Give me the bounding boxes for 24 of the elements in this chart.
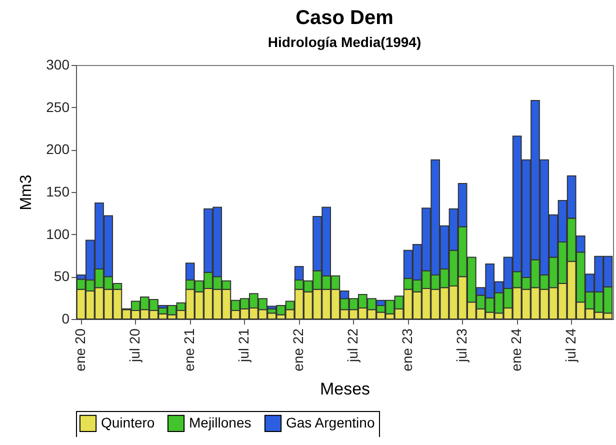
x-axis-title: Meses (320, 379, 370, 398)
y-tick-label: 100 (46, 226, 70, 242)
x-tick-label: jul 20 (126, 328, 143, 363)
y-tick-label: 200 (46, 141, 70, 158)
x-tick-label: ene 21 (181, 328, 198, 372)
y-tick-label: 50 (54, 268, 70, 284)
legend-label: Mejillones (189, 414, 252, 430)
y-tick-label: 250 (46, 98, 70, 115)
chart-title: Caso Dem (296, 7, 394, 29)
x-tick-label: jul 23 (454, 328, 470, 363)
legend-label: Gas Argentino (286, 414, 375, 430)
x-tick-label: ene 23 (399, 328, 416, 372)
y-tick-label: 300 (46, 56, 70, 72)
chart-subtitle: Hidrología Media(1994) (268, 34, 422, 50)
x-tick-label: jul 22 (344, 328, 361, 363)
legend-label: Quintero (101, 414, 155, 430)
x-tick-label: ene 20 (72, 328, 88, 372)
x-tick-label: ene 24 (508, 328, 524, 372)
y-tick-label: 0 (62, 310, 70, 326)
x-tick-label: jul 24 (562, 328, 579, 363)
x-tick-label: jul 21 (236, 328, 252, 363)
x-tick-label: ene 22 (290, 328, 306, 372)
y-axis-title: Mm3 (18, 174, 36, 210)
y-tick-label: 150 (46, 184, 70, 200)
